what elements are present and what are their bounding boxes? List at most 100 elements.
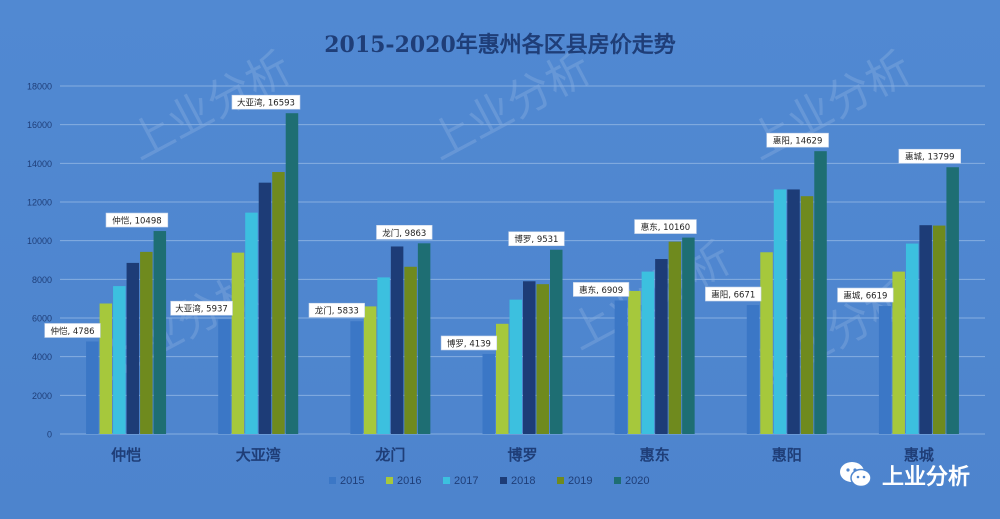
legend-label: 2019	[568, 475, 592, 487]
y-tick-label: 8000	[32, 275, 52, 285]
brand: 上业分析	[838, 459, 970, 491]
bar-2016-5	[760, 252, 773, 434]
data-label: 博罗, 9531	[514, 234, 558, 245]
bar-2020-2	[417, 243, 431, 434]
data-label-box	[508, 231, 565, 247]
bar-2019-5	[800, 196, 814, 434]
bar-2020-0	[153, 231, 167, 434]
legend-swatch	[386, 477, 393, 484]
data-label: 惠阳, 6671	[711, 290, 755, 301]
bar-2017-2	[377, 277, 390, 434]
legend-swatch	[329, 477, 336, 484]
bar-2016-6	[892, 271, 905, 434]
bar-2018-4	[655, 259, 668, 434]
data-label: 惠城, 6619	[843, 291, 887, 302]
data-label-box	[898, 148, 961, 164]
data-label-box	[44, 323, 101, 338]
y-tick-label: 6000	[32, 314, 52, 324]
y-tick-label: 16000	[27, 120, 52, 130]
bar-2017-1	[245, 212, 258, 434]
bar-2015-1	[218, 319, 231, 434]
bar-2019-0	[140, 251, 153, 434]
legend-label: 2016	[397, 475, 421, 487]
bar-2015-2	[350, 321, 363, 434]
bar-2018-2	[390, 246, 404, 434]
bar-2020-5	[814, 151, 827, 434]
y-tick-label: 12000	[27, 198, 52, 208]
bar-2019-4	[668, 241, 682, 434]
x-tick-label: 大亚湾	[236, 446, 281, 464]
bar-2015-0	[86, 341, 99, 434]
data-label: 惠阳, 14629	[773, 136, 822, 147]
bar-2019-1	[272, 172, 285, 435]
bar-2016-0	[99, 303, 113, 434]
y-tick-label: 14000	[27, 159, 52, 169]
data-label-box	[170, 300, 233, 316]
y-tick-label: 4000	[32, 352, 52, 362]
legend-label: 2017	[454, 475, 478, 487]
y-tick-label: 18000	[27, 82, 52, 92]
y-tick-label: 2000	[32, 391, 52, 401]
legend-label: 2015	[340, 475, 364, 487]
data-label-box	[572, 282, 630, 297]
y-tick-label: 0	[47, 430, 52, 440]
bar-2020-3	[550, 249, 563, 434]
data-label-box	[105, 212, 169, 228]
bar-2018-5	[787, 189, 800, 434]
legend-label: 2018	[511, 475, 535, 487]
bar-2015-6	[878, 306, 892, 434]
data-label-box	[766, 132, 829, 148]
x-tick-label: 惠东	[640, 446, 670, 464]
bar-2017-5	[773, 189, 787, 434]
data-label-box	[231, 94, 301, 110]
legend-swatch	[443, 477, 450, 484]
x-tick-label: 惠阳	[772, 446, 802, 464]
bar-2016-4	[628, 290, 641, 434]
bar-2020-6	[946, 167, 959, 434]
data-label-box	[705, 286, 762, 302]
bar-2020-1	[285, 113, 299, 435]
bar-2018-6	[919, 225, 932, 434]
legend-label: 2020	[625, 475, 649, 487]
wechat-icon	[838, 460, 874, 490]
data-label: 惠东, 10160	[641, 222, 690, 233]
data-label: 大亚湾, 5937	[175, 304, 228, 315]
data-label: 惠东, 6909	[579, 285, 623, 296]
bar-2017-6	[905, 243, 919, 434]
chart-title: 2015-2020年惠州各区县房价走势	[324, 32, 676, 58]
legend-swatch	[614, 477, 621, 484]
bar-2016-2	[363, 306, 377, 434]
bar-2015-4	[614, 300, 628, 434]
data-label: 仲恺, 10498	[112, 216, 161, 227]
x-tick-label: 博罗	[507, 446, 537, 464]
data-label-box	[308, 302, 365, 318]
data-label-box	[376, 225, 433, 240]
legend-swatch	[557, 477, 564, 484]
bar-2017-4	[641, 271, 655, 434]
bar-2020-4	[682, 237, 695, 434]
x-tick-label: 惠城	[904, 446, 934, 464]
y-tick-label: 10000	[27, 236, 52, 246]
bar-2016-3	[496, 323, 509, 434]
legend-swatch	[500, 477, 507, 484]
bar-2017-0	[113, 286, 126, 434]
data-label: 龙门, 9863	[382, 228, 426, 239]
bar-2017-3	[509, 299, 522, 434]
x-tick-label: 龙门	[374, 446, 405, 464]
bar-2019-3	[536, 284, 549, 434]
data-label-box	[634, 219, 697, 234]
bar-2019-2	[404, 266, 417, 434]
bar-2015-5	[746, 305, 760, 434]
data-label: 博罗, 4139	[447, 338, 491, 349]
data-label: 惠城, 13799	[905, 152, 954, 163]
bar-2018-0	[126, 262, 140, 434]
data-label-box	[440, 335, 498, 351]
data-label: 大亚湾, 16593	[237, 98, 295, 109]
bar-2016-1	[231, 252, 245, 434]
bar-2018-3	[523, 281, 536, 434]
data-label: 龙门, 5833	[315, 306, 359, 317]
x-tick-label: 仲恺	[111, 446, 141, 464]
brand-name: 上业分析	[881, 465, 970, 490]
